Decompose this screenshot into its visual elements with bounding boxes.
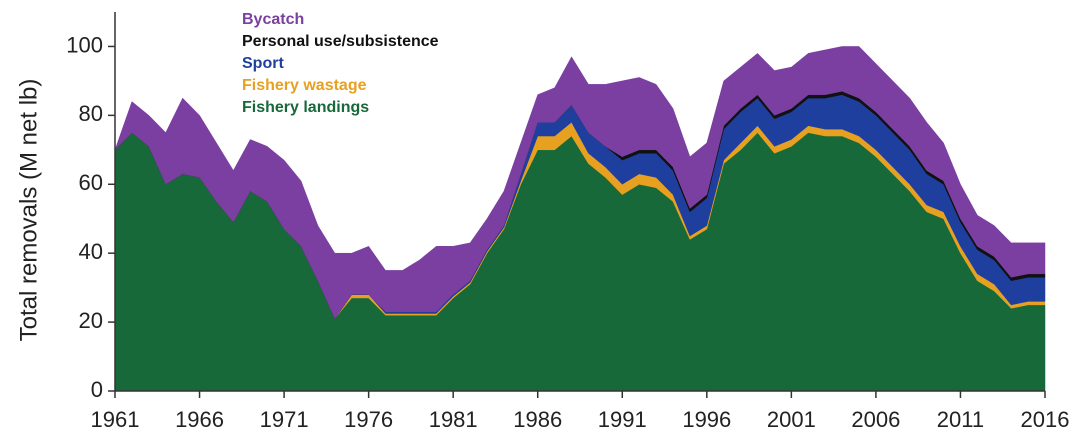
y-tick-label: 80 — [79, 101, 103, 126]
legend-entry: Fishery landings — [242, 99, 369, 116]
y-tick-label: 40 — [79, 239, 103, 264]
x-tick-label: 1971 — [260, 407, 309, 432]
x-tick-label: 1961 — [91, 407, 140, 432]
x-tick-label: 2011 — [937, 407, 984, 432]
x-tick-label: 2016 — [1021, 407, 1070, 432]
y-tick-label: 100 — [66, 32, 103, 57]
y-tick-label: 20 — [79, 308, 103, 333]
x-tick-label: 1996 — [682, 407, 731, 432]
legend-entry: Fishery wastage — [242, 77, 367, 94]
x-tick-label: 1976 — [344, 407, 393, 432]
x-tick-label: 1966 — [175, 407, 224, 432]
legend-entry: Sport — [242, 55, 284, 72]
x-tick-label: 1986 — [513, 407, 562, 432]
x-tick-label: 2006 — [851, 407, 900, 432]
y-tick-label: 60 — [79, 170, 103, 195]
legend-entry: Bycatch — [242, 11, 304, 28]
y-axis-label: Total removals (M net lb) — [15, 79, 42, 342]
area — [114, 46, 1046, 320]
x-tick-label: 2001 — [767, 407, 816, 432]
y-tick-label: 0 — [91, 377, 103, 402]
legend-entry: Personal use/subsistence — [242, 33, 439, 50]
x-tick-label: 1991 — [598, 407, 647, 432]
x-tick-label: 1981 — [429, 407, 478, 432]
